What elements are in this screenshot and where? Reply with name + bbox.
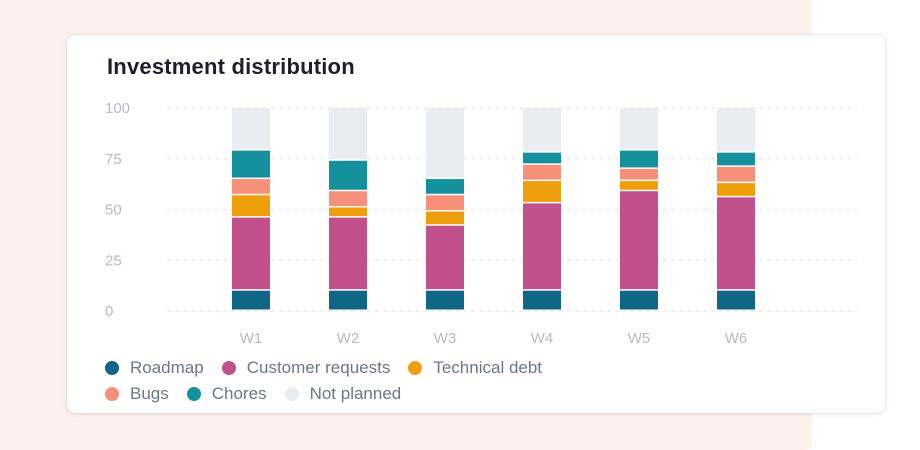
legend-label: Technical debt: [433, 358, 543, 377]
x-tick-label: W2: [337, 330, 360, 347]
bar-segment-customer-requests: [620, 191, 658, 290]
legend-label: Roadmap: [130, 358, 204, 377]
legend-swatch: [186, 387, 201, 401]
bar-segment-bugs: [329, 191, 367, 206]
legend-item-chores: Chores: [186, 384, 267, 404]
bar-segment-roadmap: [329, 290, 367, 310]
bar-segment-bugs: [523, 164, 561, 180]
bar-segment-not-planned: [717, 108, 755, 152]
bar-stack-w1: [232, 108, 270, 310]
card-title: Investment distribution: [107, 54, 355, 79]
bar-segment-technical-debt: [329, 207, 367, 217]
legend-row: Bugs Chores Not planned: [105, 381, 845, 407]
bar-segment-roadmap: [717, 290, 755, 310]
bar-segment-customer-requests: [426, 225, 464, 290]
legend-swatch: [408, 361, 423, 375]
legend-swatch: [221, 361, 236, 375]
bar-segment-chores: [426, 179, 464, 194]
bar-segment-chores: [523, 152, 561, 164]
bar-segment-roadmap: [620, 290, 658, 310]
investment-distribution-card: Investment distribution 0 25 50 75 100 W1 W2 W3…: [67, 35, 885, 413]
legend-label: Chores: [211, 384, 267, 403]
legend-label: Not planned: [309, 384, 402, 403]
bar-segment-chores: [717, 152, 755, 166]
bar-segment-roadmap: [426, 290, 464, 310]
bar-segment-bugs: [717, 166, 755, 182]
bar-segment-chores: [329, 160, 367, 190]
bar-segment-not-planned: [329, 108, 367, 160]
bar-segment-bugs: [232, 179, 270, 194]
bar-stack-w5: [620, 108, 658, 310]
bar-stack-w3: [426, 108, 464, 310]
bar-segment-chores: [620, 150, 658, 168]
legend-item-technical-debt: Technical debt: [408, 358, 542, 378]
legend-item-not-planned: Not planned: [284, 384, 402, 404]
legend-item-roadmap: Roadmap: [105, 358, 204, 378]
bar-segment-technical-debt: [523, 181, 561, 202]
bar-segment-not-planned: [620, 108, 658, 150]
stacked-bar-chart: 0 25 50 75 100 W1 W2 W3 W4 W5 W6: [105, 100, 857, 347]
legend-swatch: [105, 361, 119, 375]
bar-segment-bugs: [426, 195, 464, 211]
bar-segment-technical-debt: [426, 211, 464, 225]
bar-stack-w4: [523, 108, 561, 310]
x-tick-label: W5: [628, 330, 651, 347]
bar-segment-customer-requests: [329, 217, 367, 290]
y-tick-label: 25: [105, 252, 122, 269]
bar-segment-not-planned: [232, 108, 270, 150]
bar-segment-customer-requests: [717, 197, 755, 290]
bar-segment-customer-requests: [232, 217, 270, 290]
legend-label: Customer requests: [246, 358, 391, 377]
legend-swatch: [284, 387, 299, 401]
bar-segment-technical-debt: [620, 181, 658, 190]
bar-segment-bugs: [620, 168, 658, 180]
bar-segment-roadmap: [232, 290, 270, 310]
bar-stack-w6: [717, 108, 755, 310]
x-tick-label: W6: [725, 330, 748, 347]
bar-segment-roadmap: [523, 290, 561, 310]
bar-segment-technical-debt: [717, 183, 755, 196]
bar-stack-w2: [329, 108, 367, 310]
legend-label: Bugs: [130, 384, 169, 403]
y-tick-label: 50: [105, 202, 122, 219]
bar-segment-chores: [232, 150, 270, 178]
legend-item-customer-requests: Customer requests: [221, 358, 391, 378]
y-tick-label: 0: [105, 303, 113, 320]
bar-segment-technical-debt: [232, 195, 270, 217]
legend-swatch: [105, 387, 119, 401]
x-tick-label: W3: [434, 330, 457, 347]
chart-legend: Roadmap Customer requests Technical debt Bu…: [105, 355, 845, 407]
legend-row: Roadmap Customer requests Technical debt: [105, 355, 845, 381]
y-tick-label: 75: [105, 151, 122, 168]
bar-segment-customer-requests: [523, 203, 561, 290]
bar-segment-not-planned: [426, 108, 464, 178]
legend-item-bugs: Bugs: [105, 384, 169, 404]
y-tick-label: 100: [105, 100, 130, 117]
x-tick-label: W1: [240, 330, 263, 347]
bar-segment-not-planned: [523, 108, 561, 152]
x-tick-label: W4: [531, 330, 554, 347]
